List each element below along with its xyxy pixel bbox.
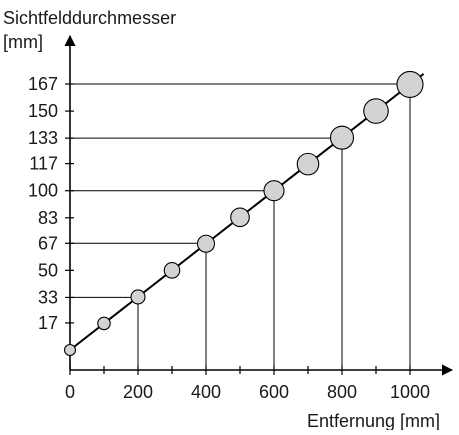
y-tick-label: 167 xyxy=(28,74,58,94)
y-tick-label: 133 xyxy=(28,128,58,148)
y-tick-label: 117 xyxy=(29,154,58,174)
y-tick-label: 50 xyxy=(38,260,58,280)
x-axis-title: Entfernung [mm] xyxy=(307,411,440,430)
y-tick-label: 67 xyxy=(38,233,58,253)
y-tick-label: 150 xyxy=(28,101,58,121)
axis-ticks: 17 33 50 67 83 100 117 133 150 167 0 200 400 600 800 10… xyxy=(28,74,430,402)
data-point xyxy=(97,316,111,331)
x-tick-label: 200 xyxy=(123,382,153,402)
y-tick-label: 100 xyxy=(28,181,58,201)
data-point xyxy=(363,98,389,124)
data-point xyxy=(130,289,146,305)
y-tick-label: 83 xyxy=(38,208,58,228)
data-markers xyxy=(63,70,424,357)
y-axis-title-line1: Sichtfelddurchmesser xyxy=(3,8,176,28)
y-axis-title-line2: [mm] xyxy=(3,32,43,52)
data-point xyxy=(263,180,285,202)
data-point xyxy=(329,125,355,150)
data-point xyxy=(196,234,216,253)
data-point xyxy=(296,152,320,176)
x-tick-label: 1000 xyxy=(390,382,430,402)
x-tick-label: 800 xyxy=(327,382,357,402)
reference-line xyxy=(70,296,139,370)
data-point xyxy=(396,70,424,99)
x-tick-label: 0 xyxy=(65,382,75,402)
axes xyxy=(64,34,454,376)
x-tick-label: 400 xyxy=(191,382,221,402)
y-tick-label: 17 xyxy=(38,313,58,333)
data-point xyxy=(230,207,250,228)
data-point xyxy=(63,343,77,357)
x-tick-label: 600 xyxy=(259,382,289,402)
y-tick-label: 33 xyxy=(38,287,58,307)
data-point xyxy=(163,262,181,279)
